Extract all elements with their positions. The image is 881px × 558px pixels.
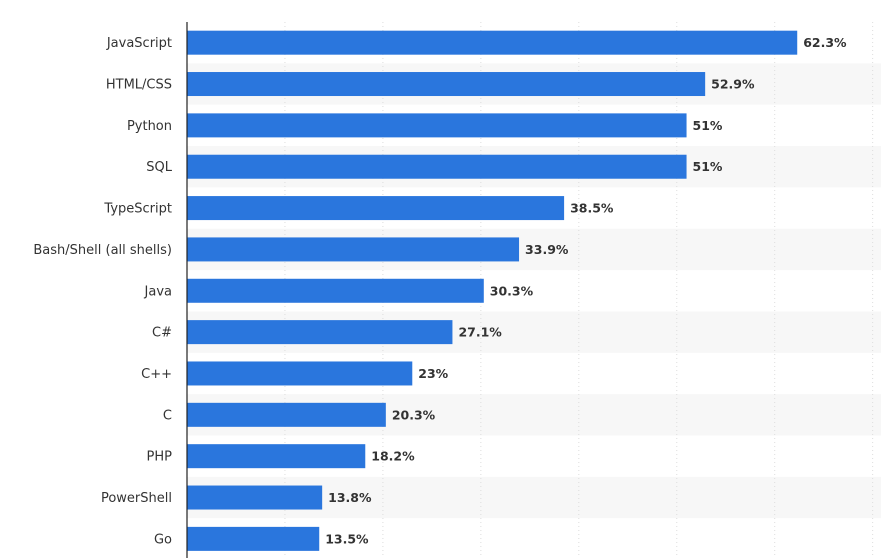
bar-sql bbox=[187, 154, 687, 179]
data-label: 13.8% bbox=[328, 490, 372, 505]
category-label: C++ bbox=[141, 367, 172, 382]
bar-go bbox=[187, 526, 320, 551]
data-label: 38.5% bbox=[570, 201, 614, 216]
category-label: PowerShell bbox=[101, 491, 172, 506]
bar-html-css bbox=[187, 72, 706, 97]
data-label: 33.9% bbox=[525, 242, 569, 257]
data-label: 62.3% bbox=[803, 35, 847, 50]
bar-c bbox=[187, 320, 453, 345]
category-label: Bash/Shell (all shells) bbox=[33, 243, 172, 258]
category-label: TypeScript bbox=[103, 202, 172, 217]
category-labels: JavaScript HTML/CSS Python SQL TypeScript Bas… bbox=[33, 36, 172, 547]
data-label: 27.1% bbox=[458, 325, 502, 340]
bar-php bbox=[187, 444, 366, 469]
bar-c bbox=[187, 402, 386, 427]
bar-bash-shell-all-shells bbox=[187, 237, 520, 262]
data-label: 51% bbox=[693, 159, 723, 174]
bars bbox=[187, 30, 798, 551]
bar-java bbox=[187, 278, 484, 303]
category-label: HTML/CSS bbox=[106, 78, 172, 93]
category-label: C# bbox=[152, 326, 172, 341]
data-label: 30.3% bbox=[490, 283, 534, 298]
data-label: 18.2% bbox=[371, 449, 415, 464]
bar-typescript bbox=[187, 196, 565, 221]
category-label: Python bbox=[127, 119, 172, 134]
bar-python bbox=[187, 113, 687, 138]
data-labels: 62.3% 52.9% 51% 51% 38.5% 33.9% 30.3% 27.1% 23% 2… bbox=[325, 35, 847, 546]
data-label: 20.3% bbox=[392, 407, 436, 422]
category-label: JavaScript bbox=[106, 36, 172, 51]
category-label: Go bbox=[154, 532, 172, 547]
data-label: 13.5% bbox=[325, 531, 369, 546]
bar-c bbox=[187, 361, 413, 386]
category-label: C bbox=[163, 408, 172, 423]
data-label: 23% bbox=[418, 366, 448, 381]
bar-powershell bbox=[187, 485, 323, 510]
data-label: 51% bbox=[693, 118, 723, 133]
category-label: Java bbox=[144, 284, 172, 299]
category-label: PHP bbox=[147, 450, 173, 465]
data-label: 52.9% bbox=[711, 77, 755, 92]
category-label: SQL bbox=[146, 160, 172, 175]
bar-javascript bbox=[187, 30, 798, 55]
